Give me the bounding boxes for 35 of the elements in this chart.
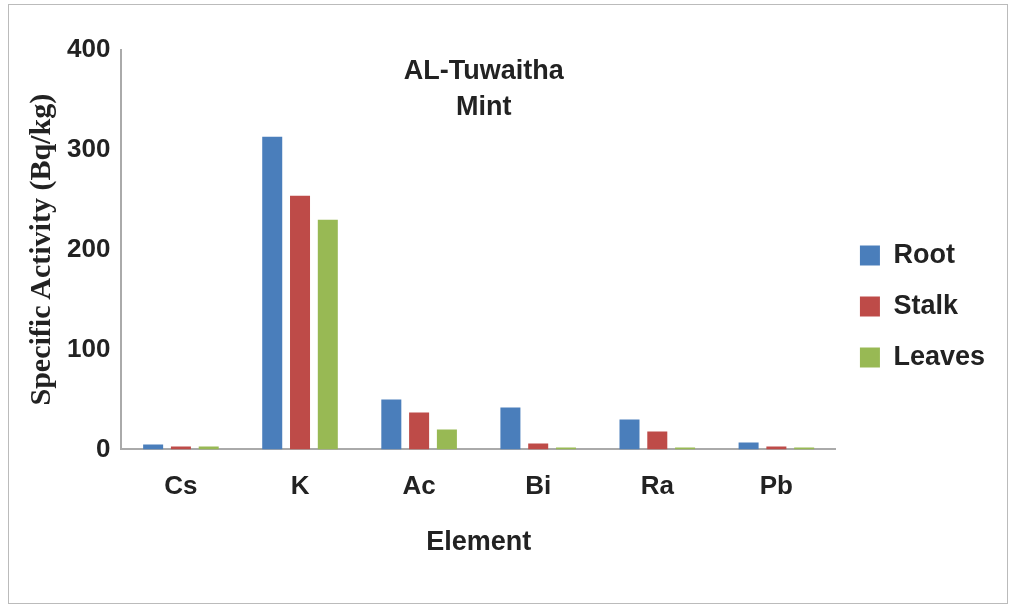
bar bbox=[317, 219, 338, 450]
x-tick-label: Bi bbox=[525, 470, 552, 501]
bar bbox=[555, 447, 576, 450]
bar bbox=[262, 136, 283, 450]
bar bbox=[381, 399, 402, 450]
bar bbox=[409, 412, 430, 450]
bar bbox=[528, 443, 549, 450]
bar bbox=[647, 431, 668, 450]
bar bbox=[170, 446, 191, 450]
bar bbox=[143, 444, 164, 450]
bar bbox=[794, 447, 815, 450]
x-tick-label: Ac bbox=[402, 470, 436, 501]
x-tick-label: K bbox=[290, 470, 310, 501]
bar bbox=[198, 446, 219, 450]
y-axis-title: Specific Activity (Bq/kg) bbox=[22, 93, 57, 406]
legend-label: Stalk bbox=[893, 289, 959, 320]
y-tick-label: 400 bbox=[66, 33, 111, 64]
y-tick-label: 200 bbox=[66, 232, 111, 263]
legend-label: Root bbox=[893, 238, 955, 269]
bar bbox=[436, 429, 457, 450]
bar bbox=[290, 195, 311, 450]
text: AL-Tuwaitha Mint bbox=[403, 54, 565, 121]
y-tick-label: 300 bbox=[66, 133, 111, 164]
bar bbox=[675, 447, 696, 450]
bar bbox=[738, 442, 759, 450]
x-axis-title: Element bbox=[426, 526, 532, 557]
bar bbox=[619, 419, 640, 450]
legend-label: Leaves bbox=[893, 340, 985, 371]
x-tick-label: Ra bbox=[640, 470, 675, 501]
y-tick-label: 100 bbox=[66, 332, 111, 363]
x-tick-label: Cs bbox=[164, 470, 198, 501]
y-tick-label: 0 bbox=[95, 432, 111, 463]
bar bbox=[500, 407, 521, 450]
x-tick-label: Pb bbox=[759, 470, 793, 501]
bar bbox=[766, 446, 787, 450]
